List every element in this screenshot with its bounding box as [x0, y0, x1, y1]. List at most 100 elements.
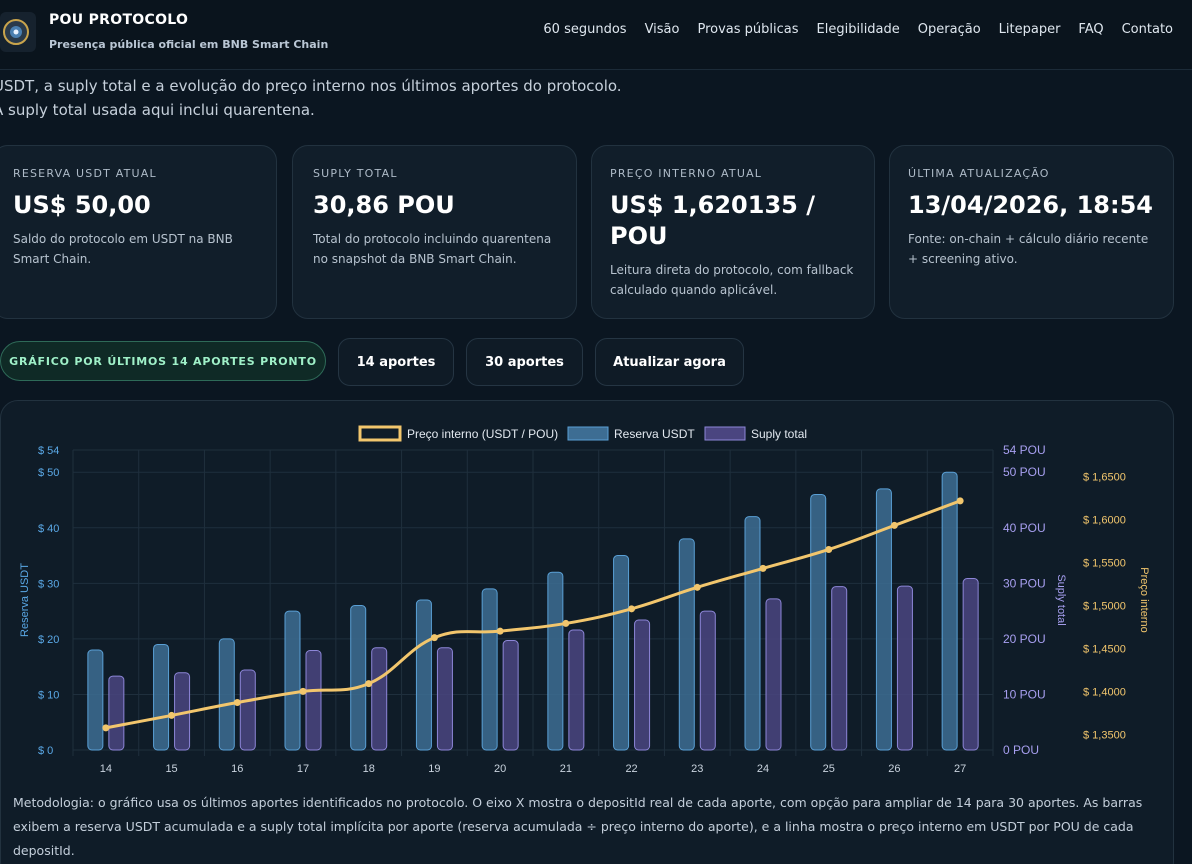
top-navigation-bar: POU PROTOCOLO Presença pública oficial e… [0, 0, 1192, 70]
reserve-bar [350, 605, 367, 751]
nav-link-faq[interactable]: FAQ [1078, 22, 1104, 37]
x-tick-label: 27 [954, 763, 966, 775]
price-axis-title: Preço interno [1138, 567, 1150, 632]
card-label: ÚLTIMA ATUALIZAÇÃO [908, 167, 1050, 180]
price-point [233, 699, 241, 707]
supply-bar [108, 675, 125, 751]
x-tick-label: 16 [231, 763, 243, 775]
chart-bars [87, 471, 979, 751]
price-point [628, 605, 636, 613]
legend-swatch [358, 425, 402, 442]
price-axis-tick: $ 1,3500 [1083, 729, 1126, 741]
card-value: US$ 1,620135 / POU [610, 191, 815, 250]
price-point [562, 619, 570, 627]
btn-atualizar-agora[interactable]: Atualizar agora [595, 338, 744, 386]
price-point [299, 687, 307, 695]
nav-link-contato[interactable]: Contato [1121, 22, 1173, 37]
reserve-bar [547, 571, 564, 751]
x-tick-label: 19 [428, 763, 440, 775]
price-axis-tick: $ 1,5000 [1083, 600, 1126, 612]
card-label: RESERVA USDT ATUAL [13, 167, 157, 180]
reserve-axis-tick: $ 0 [38, 745, 53, 757]
x-tick-label: 20 [494, 763, 506, 775]
reserve-bar [87, 649, 104, 751]
card-value: 30,86 POU [313, 191, 455, 219]
x-tick-label: 22 [625, 763, 637, 775]
legend-label: Reserva USDT [614, 427, 695, 441]
reserve-bar [810, 493, 827, 751]
card-description: Total do protocolo incluindo quarentena … [313, 232, 552, 266]
chart-grid [72, 449, 994, 756]
btn-30-aportes[interactable]: 30 aportes [466, 338, 583, 386]
card-description: Saldo do protocolo em USDT na BNB Smart … [13, 232, 233, 266]
price-point [168, 711, 176, 719]
main-nav: 60 segundos Visão Provas públicas Elegib… [543, 22, 1173, 37]
btn-14-aportes[interactable]: 14 aportes [338, 338, 454, 386]
pou-logo-icon[interactable] [0, 12, 36, 52]
nav-link-60-segundos[interactable]: 60 segundos [543, 22, 627, 37]
nav-link-visao[interactable]: Visão [644, 22, 680, 37]
x-tick-label: 23 [691, 763, 703, 775]
supply-axis-tick: 54 POU [1003, 443, 1046, 457]
x-tick-label: 25 [823, 763, 835, 775]
supply-axis-tick: 10 POU [1003, 687, 1046, 701]
supply-bar [962, 578, 979, 751]
supply-bar [896, 585, 913, 751]
nav-link-provas-publicas[interactable]: Provas públicas [697, 22, 799, 37]
chart-legend[interactable]: Preço interno (USDT / POU) Reserva USDT Su… [358, 425, 807, 442]
brand-title[interactable]: POU PROTOCOLO [49, 12, 189, 28]
reserve-axis-title: Reserva USDT [19, 563, 31, 637]
card-description: Fonte: on-chain + cálculo diário recente… [908, 232, 1149, 266]
price-line-path [105, 499, 961, 730]
supply-axis-tick: 30 POU [1003, 576, 1046, 590]
card-value: 13/04/2026, 18:54 [908, 191, 1153, 219]
x-tick-label: 21 [560, 763, 572, 775]
reserve-axis-tick: $ 20 [38, 634, 59, 646]
supply-bar [634, 619, 651, 751]
reserve-axis-tick: $ 54 [38, 445, 59, 457]
reserve-bar [218, 638, 235, 751]
card-ultima-atualizacao: ÚLTIMA ATUALIZAÇÃO 13/04/2026, 18:54 Fon… [889, 145, 1174, 319]
price-point [825, 545, 833, 553]
price-axis-tick: $ 1,4000 [1083, 686, 1126, 698]
nav-link-litepaper[interactable]: Litepaper [998, 22, 1061, 37]
reserve-axis-tick: $ 10 [38, 689, 59, 701]
supply-axis-title: Suply total [1055, 574, 1067, 625]
legend-label: Preço interno (USDT / POU) [407, 427, 558, 441]
x-tick-label: 17 [297, 763, 309, 775]
methodology-text: Metodologia: o gráfico usa os últimos ap… [13, 795, 1143, 858]
legend-swatch [567, 426, 609, 441]
card-suply-total: SUPLY TOTAL 30,86 POU Total do protocolo… [292, 145, 577, 319]
card-reserva-usdt: RESERVA USDT ATUAL US$ 50,00 Saldo do pr… [0, 145, 277, 319]
price-axis-tick: $ 1,6500 [1083, 471, 1126, 483]
price-point [759, 564, 767, 572]
reserve-bar [744, 516, 761, 751]
card-preco-interno: PREÇO INTERNO ATUAL US$ 1,620135 / POU L… [591, 145, 875, 319]
supply-bar [305, 650, 322, 751]
nav-link-operacao[interactable]: Operação [917, 22, 981, 37]
supply-bar [239, 669, 256, 751]
reserve-bar [941, 471, 958, 751]
price-point [693, 583, 701, 591]
brand-subtitle: Presença pública oficial em BNB Smart Ch… [49, 38, 329, 51]
supply-bar [831, 586, 848, 751]
chart-status-badge: GRÁFICO POR ÚLTIMOS 14 APORTES PRONTO [0, 341, 326, 381]
supply-axis-tick: 0 POU [1003, 743, 1039, 757]
price-point [102, 724, 110, 732]
nav-link-elegibilidade[interactable]: Elegibilidade [816, 22, 900, 37]
price-line [102, 497, 964, 732]
reserve-axis-tick: $ 30 [38, 578, 59, 590]
x-tick-label: 18 [363, 763, 375, 775]
reserve-bar [613, 555, 630, 751]
supply-bar [502, 640, 519, 751]
x-tick-label: 26 [888, 763, 900, 775]
reserve-axis-tick: $ 40 [38, 523, 59, 535]
intro-text: USDT, a suply total e a evolução do preç… [0, 77, 622, 119]
price-axis-tick: $ 1,5500 [1083, 557, 1126, 569]
x-tick-label: 24 [757, 763, 769, 775]
reserve-bar [678, 538, 695, 751]
card-label: PREÇO INTERNO ATUAL [610, 167, 763, 180]
supply-axis-tick: 20 POU [1003, 632, 1046, 646]
price-point [956, 497, 964, 505]
